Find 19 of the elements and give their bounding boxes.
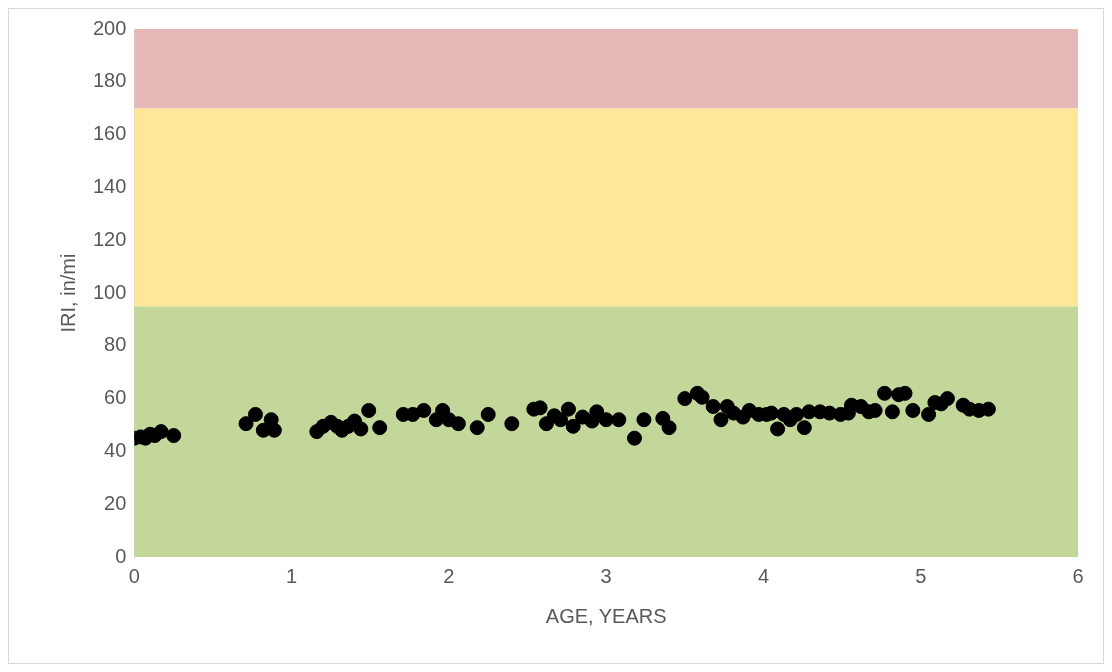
y-tick-label: 80 xyxy=(104,333,127,356)
x-tick-label: 3 xyxy=(600,564,612,587)
y-axis-title: IRI, in/mi xyxy=(56,253,79,333)
y-tick-label: 200 xyxy=(92,16,127,39)
x-tick-label: 2 xyxy=(443,564,455,587)
y-tick-label: 60 xyxy=(104,386,127,409)
y-tick-label: 140 xyxy=(92,174,127,197)
x-axis-title: AGE, YEARS xyxy=(545,604,667,627)
x-tick-label: 5 xyxy=(915,564,927,587)
y-tick-label: 20 xyxy=(104,491,127,514)
y-tick-label: 160 xyxy=(92,122,127,145)
x-tick-label: 6 xyxy=(1072,564,1084,587)
y-tick-label: 180 xyxy=(92,69,127,92)
y-tick-label: 40 xyxy=(104,438,127,461)
y-tick-label: 120 xyxy=(92,227,127,250)
y-tick-label: 100 xyxy=(92,280,127,303)
x-tick-label: 1 xyxy=(286,564,298,587)
y-tick-label: 0 xyxy=(115,544,127,567)
x-tick-label: 4 xyxy=(757,564,770,587)
